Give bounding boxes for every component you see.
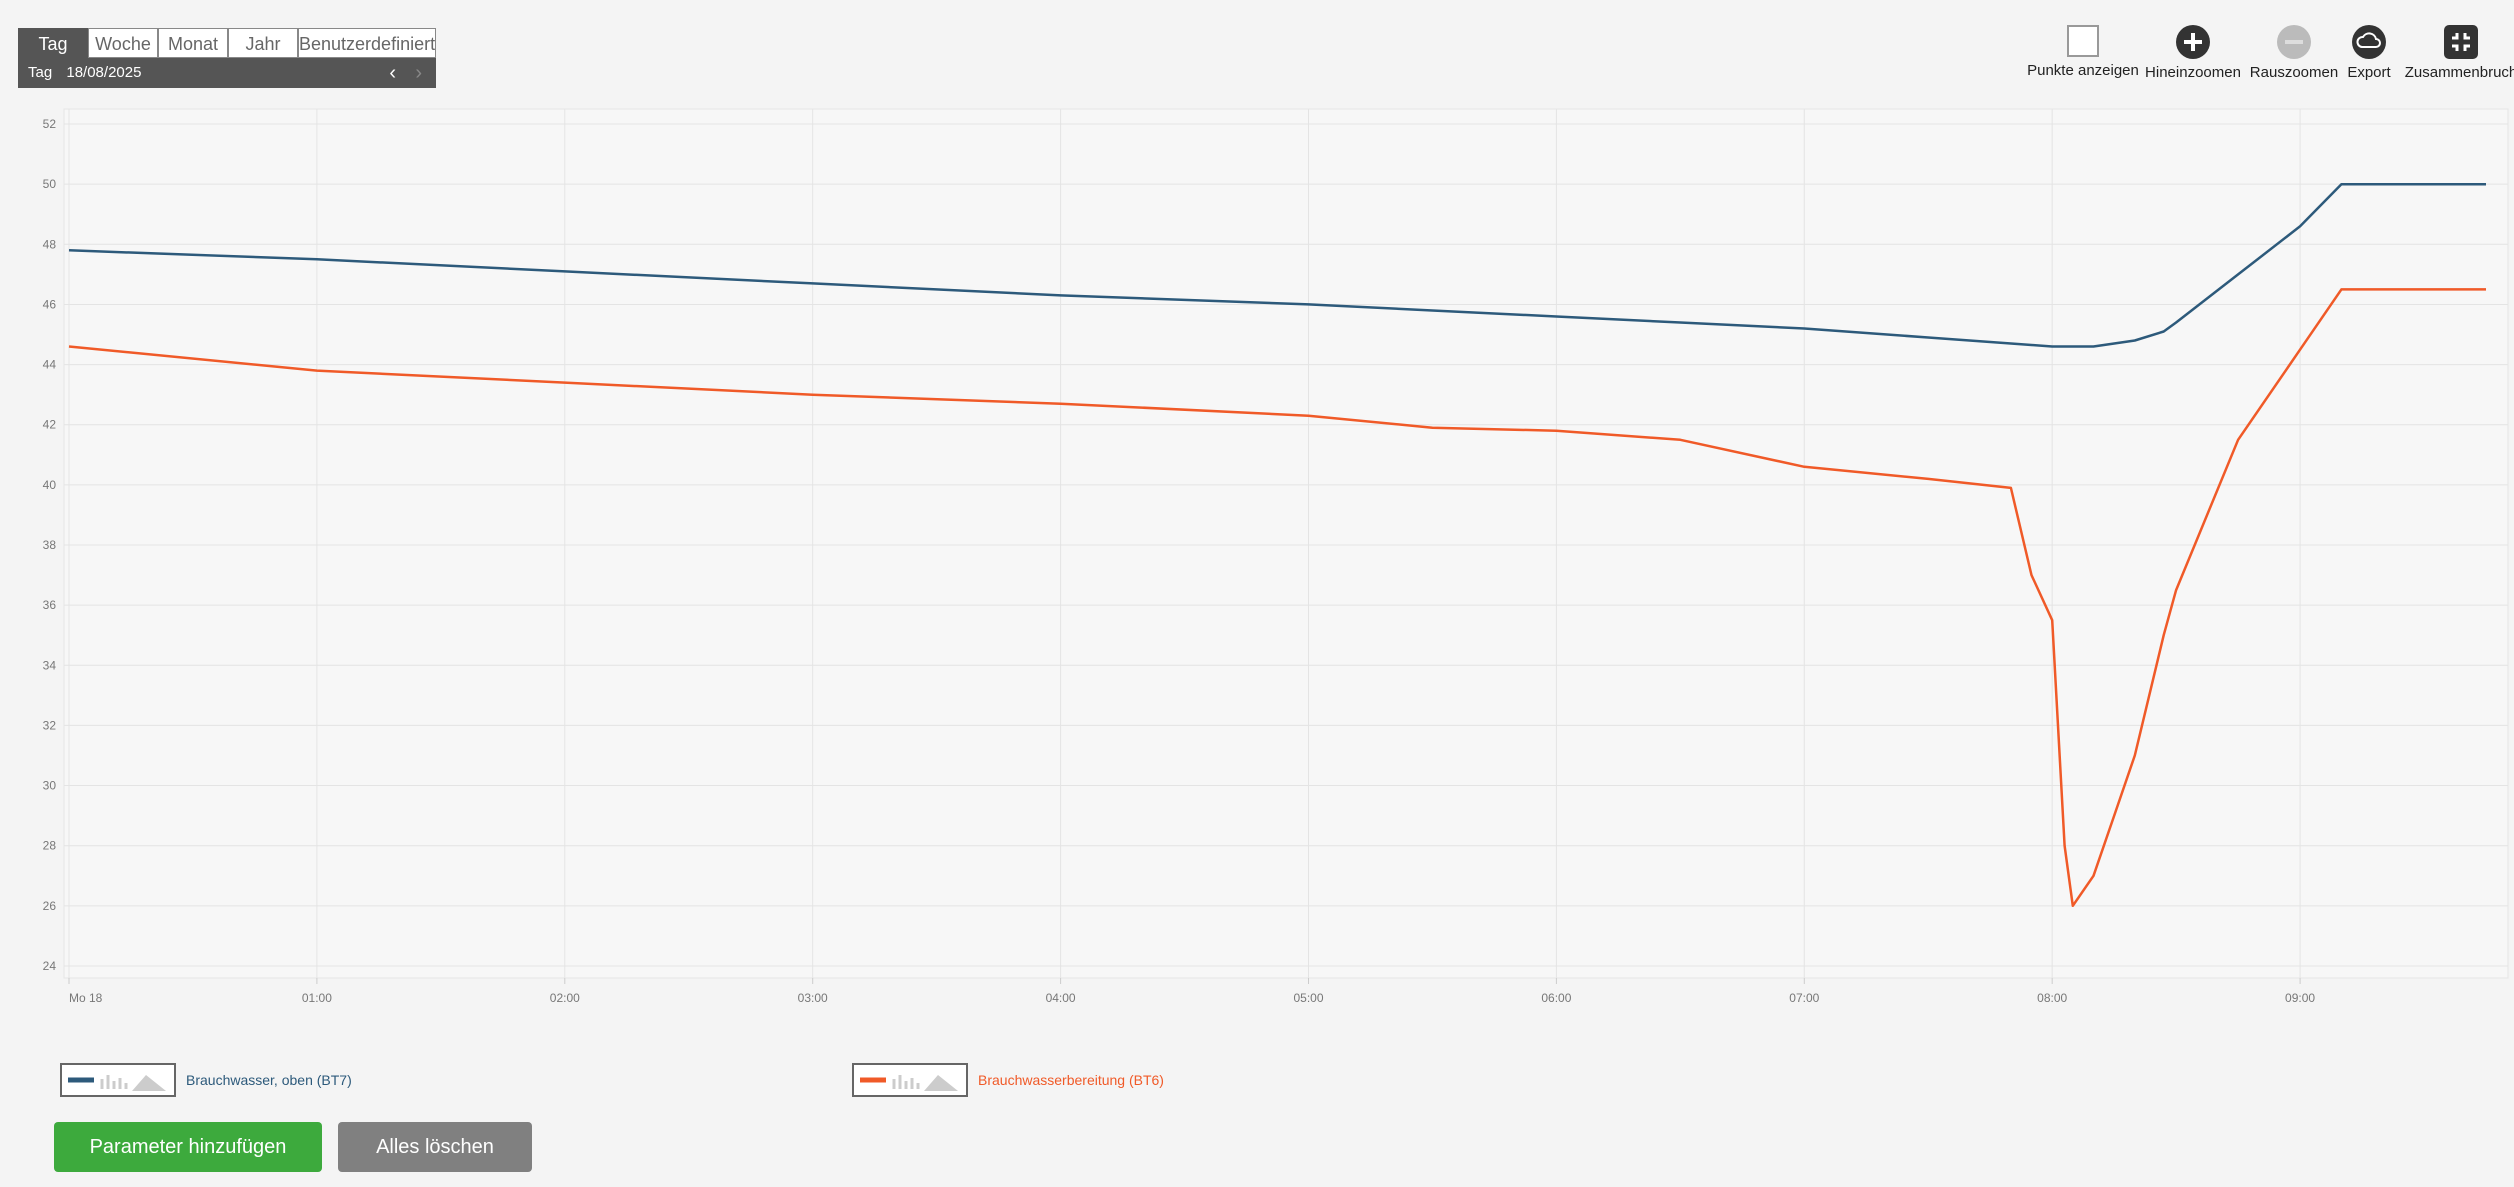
x-tick-label: 02:00 (550, 991, 580, 1005)
tool-label: Rauszoomen (2249, 64, 2339, 81)
collapse[interactable]: Zusammenbruch (2396, 24, 2514, 81)
date-label: Tag (28, 64, 53, 81)
checkbox-icon (2067, 25, 2099, 57)
show-points[interactable]: Punkte anzeigen (2023, 24, 2143, 79)
y-tick-label: 38 (43, 538, 57, 552)
x-tick-label: 06:00 (1541, 991, 1571, 1005)
x-tick-label: 03:00 (798, 991, 828, 1005)
period-tabs: Tag Woche Monat Jahr Benutzerdefiniert (18, 28, 436, 88)
x-tick-label: 01:00 (302, 991, 332, 1005)
legend-item[interactable]: Brauchwasserbereitung (BT6) (852, 1063, 1164, 1097)
date-bar: Tag 18/08/2025 ‹ › (18, 58, 436, 88)
period-tab[interactable]: Jahr (228, 28, 298, 58)
zoom-in[interactable]: Hineinzoomen (2133, 24, 2253, 81)
y-tick-label: 44 (43, 358, 57, 372)
x-tick-label: 09:00 (2285, 991, 2315, 1005)
x-tick-label: 08:00 (2037, 991, 2067, 1005)
tool-label: Export (2347, 64, 2391, 81)
legend-item[interactable]: Brauchwasser, oben (BT7) (60, 1063, 352, 1097)
x-tick-label: 04:00 (1046, 991, 1076, 1005)
export[interactable]: Export (2309, 24, 2429, 81)
prev-button[interactable]: ‹ (389, 62, 396, 84)
y-tick-label: 52 (43, 117, 57, 131)
y-tick-label: 26 (43, 899, 57, 913)
y-tick-label: 42 (43, 418, 57, 432)
tool-label: Punkte anzeigen (2027, 62, 2139, 79)
tool-label: Zusammenbruch (2404, 64, 2514, 81)
y-tick-label: 34 (43, 658, 57, 672)
collapse-icon (2444, 25, 2478, 59)
add-parameter-button[interactable]: Parameter hinzufügen (54, 1122, 322, 1172)
next-button[interactable]: › (415, 62, 422, 84)
tool-label: Hineinzoomen (2145, 64, 2241, 81)
y-tick-label: 36 (43, 598, 57, 612)
x-tick-label: 07:00 (1789, 991, 1819, 1005)
y-tick-label: 40 (43, 478, 57, 492)
minus-icon (2277, 25, 2311, 59)
x-tick-label: 05:00 (1293, 991, 1323, 1005)
date: 18/08/2025 (66, 64, 142, 81)
period-tab[interactable]: Tag (18, 28, 88, 58)
clear-all-button[interactable]: Alles löschen (338, 1122, 532, 1172)
period-tab[interactable]: Monat (158, 28, 228, 58)
y-tick-label: 30 (43, 779, 57, 793)
y-tick-label: 28 (43, 839, 57, 853)
y-tick-label: 48 (43, 237, 57, 251)
y-tick-label: 32 (43, 718, 57, 732)
line-series (68, 288, 2486, 908)
plus-icon (2176, 25, 2210, 59)
legend-label: Brauchwasserbereitung (BT6) (978, 1072, 1164, 1088)
chart: 24 26 28 30 32 34 36 38 40 42 44 46 48 50 52 Mo 18 01:00… (43, 108, 2509, 1005)
plot-area (63, 108, 2509, 979)
zoom-out[interactable]: Rauszoomen (2234, 24, 2354, 81)
y-tick-label: 46 (43, 297, 57, 311)
x-tick-label: Mo 18 (69, 991, 103, 1005)
y-tick-label: 24 (43, 959, 57, 973)
legend-label: Brauchwasser, oben (BT7) (186, 1072, 352, 1088)
legend-icon (852, 1063, 968, 1097)
period-tab[interactable]: Benutzerdefiniert (298, 28, 436, 58)
cloud-icon (2352, 25, 2386, 59)
period-tab[interactable]: Woche (88, 28, 158, 58)
y-tick-label: 50 (43, 177, 57, 191)
line-series (68, 182, 2486, 348)
legend-icon (60, 1063, 176, 1097)
